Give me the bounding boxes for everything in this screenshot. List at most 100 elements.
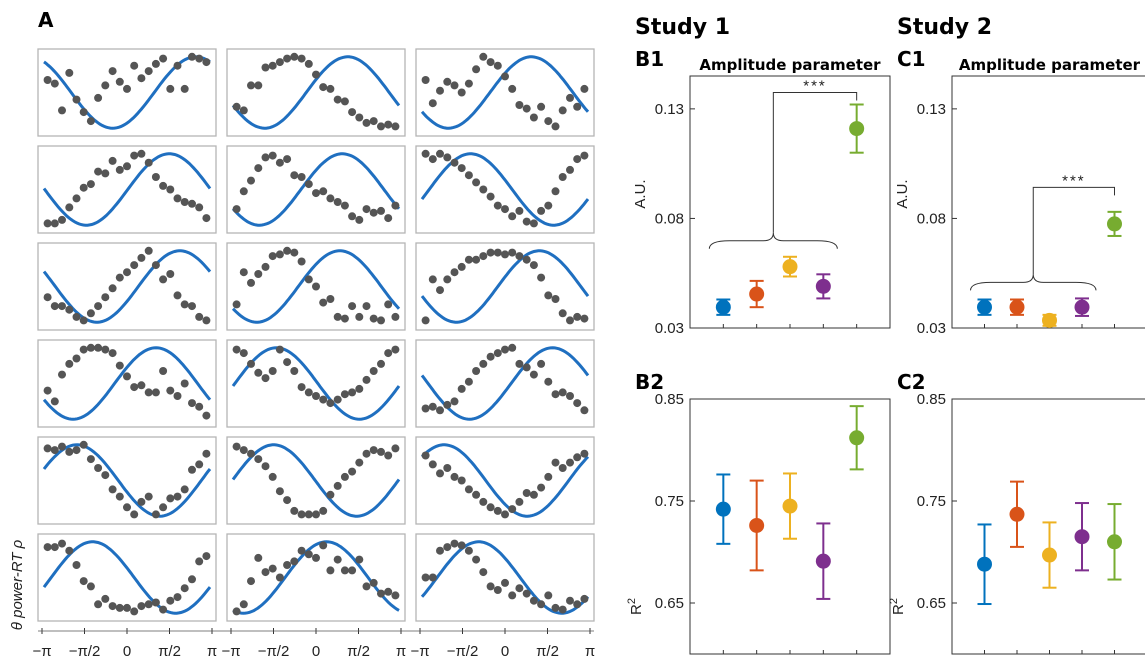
subplot-frame [226, 339, 406, 428]
mean-marker [1009, 299, 1025, 315]
fit-curve [43, 55, 211, 130]
data-point [144, 158, 153, 167]
data-point [479, 252, 488, 261]
data-point [377, 316, 385, 325]
data-point [43, 543, 52, 552]
data-point [573, 600, 582, 609]
data-point [544, 291, 553, 300]
x-tick-label: 0 [312, 643, 320, 660]
data-point [247, 449, 255, 458]
data-point [123, 503, 131, 512]
data-point [173, 291, 182, 300]
phase-subplot [37, 339, 217, 428]
data-point [254, 455, 263, 464]
data-point [450, 397, 459, 406]
phase-subplot [226, 48, 406, 137]
fit-curve [420, 249, 590, 324]
data-point [486, 248, 495, 257]
y-tick-label: 0.13 [917, 101, 946, 118]
data-point [384, 587, 393, 596]
data-point [72, 312, 81, 321]
data-point [304, 388, 313, 397]
data-point [232, 205, 241, 214]
data-point [551, 295, 560, 303]
data-point [436, 546, 444, 555]
data-point [312, 70, 320, 79]
data-point [195, 54, 204, 63]
phase-subplot [37, 145, 217, 234]
data-point [443, 543, 452, 552]
phase-subplot [226, 242, 406, 331]
errorbar-panel-b2: 0.65 0.75 0.85 R2 B2 [626, 370, 891, 655]
data-point [151, 59, 160, 68]
data-point [72, 194, 81, 203]
y-axis-label: A.U. [894, 179, 911, 208]
mean-marker [815, 278, 831, 294]
data-point [377, 589, 385, 598]
data-point [573, 155, 582, 164]
data-point [304, 59, 313, 68]
mean-marker [849, 430, 865, 446]
data-point [391, 444, 400, 453]
data-point [173, 492, 182, 501]
data-point [443, 77, 452, 86]
subplot-frame [415, 436, 595, 525]
data-point [72, 446, 81, 455]
data-point [159, 367, 168, 375]
data-point [297, 54, 306, 63]
data-point [544, 472, 553, 481]
mean-marker [1074, 529, 1090, 545]
data-point [486, 192, 495, 201]
panel-label-b1: B1 [635, 47, 664, 71]
data-point [355, 458, 364, 467]
data-point [50, 397, 59, 406]
fit-curve [42, 346, 212, 421]
data-point [443, 275, 452, 284]
data-point [558, 464, 567, 472]
y-tick-label: 0.08 [655, 210, 684, 227]
data-point [275, 58, 284, 67]
mean-marker [782, 259, 798, 275]
data-point [551, 603, 560, 612]
x-tick-label: 0 [501, 643, 509, 660]
data-point [508, 591, 517, 600]
fit-curve [420, 152, 590, 227]
data-point [501, 205, 509, 214]
data-point [333, 198, 342, 206]
data-point [283, 561, 292, 569]
data-point [450, 81, 459, 90]
data-point [151, 173, 160, 181]
data-point [566, 458, 574, 467]
data-point [86, 343, 95, 352]
mean-marker [1042, 547, 1057, 563]
mean-marker [1107, 534, 1122, 550]
data-point [254, 81, 263, 90]
y-tick-label: 0.13 [655, 101, 684, 118]
data-point [384, 214, 393, 223]
data-point [123, 84, 131, 93]
x-tick-label: π/2 [158, 643, 181, 660]
data-point [515, 584, 524, 593]
subplot-frame [226, 533, 406, 622]
data-point [421, 76, 430, 84]
fit-curve [231, 346, 401, 421]
data-point [108, 156, 117, 165]
significance-stars: *** [1062, 172, 1086, 189]
data-point [580, 314, 589, 323]
data-point [130, 61, 139, 70]
data-point [268, 252, 277, 261]
data-point [333, 555, 342, 564]
data-point [391, 591, 400, 600]
data-point [384, 300, 393, 309]
data-point [312, 553, 320, 562]
data-point [297, 546, 306, 555]
data-point [86, 117, 95, 126]
data-point [501, 578, 509, 587]
data-point [319, 298, 328, 307]
data-point [101, 594, 110, 603]
data-point [108, 349, 117, 358]
data-point [340, 314, 349, 323]
phase-subplot [37, 242, 217, 331]
y-tick-label: 0.85 [917, 391, 946, 408]
data-point [319, 395, 328, 404]
